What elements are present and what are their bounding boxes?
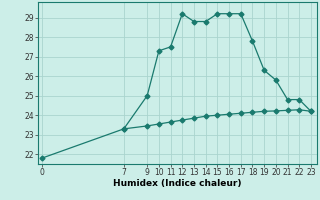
X-axis label: Humidex (Indice chaleur): Humidex (Indice chaleur) <box>113 179 242 188</box>
